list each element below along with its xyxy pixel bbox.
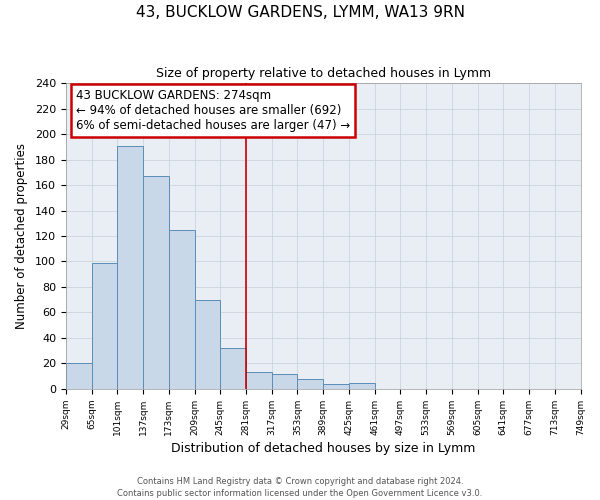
Bar (118, 146, 143, 389)
Text: 43 BUCKLOW GARDENS: 274sqm
← 94% of detached houses are smaller (692)
6% of semi: 43 BUCKLOW GARDENS: 274sqm ← 94% of deta… (76, 89, 350, 132)
Title: Size of property relative to detached houses in Lymm: Size of property relative to detached ho… (155, 68, 491, 80)
Bar (298, 379, 323, 389)
Bar (194, 300, 220, 389)
Bar (246, 372, 272, 389)
Text: Contains HM Land Registry data © Crown copyright and database right 2024.
Contai: Contains HM Land Registry data © Crown c… (118, 476, 482, 498)
Bar (92, 263, 118, 389)
Bar (143, 176, 169, 389)
Bar (220, 348, 246, 389)
Bar (66, 364, 92, 389)
Bar (323, 384, 349, 389)
Bar (272, 374, 298, 389)
Y-axis label: Number of detached properties: Number of detached properties (15, 143, 28, 329)
Bar (349, 382, 374, 389)
X-axis label: Distribution of detached houses by size in Lymm: Distribution of detached houses by size … (171, 442, 475, 455)
Text: 43, BUCKLOW GARDENS, LYMM, WA13 9RN: 43, BUCKLOW GARDENS, LYMM, WA13 9RN (136, 5, 464, 20)
Bar (169, 230, 194, 389)
